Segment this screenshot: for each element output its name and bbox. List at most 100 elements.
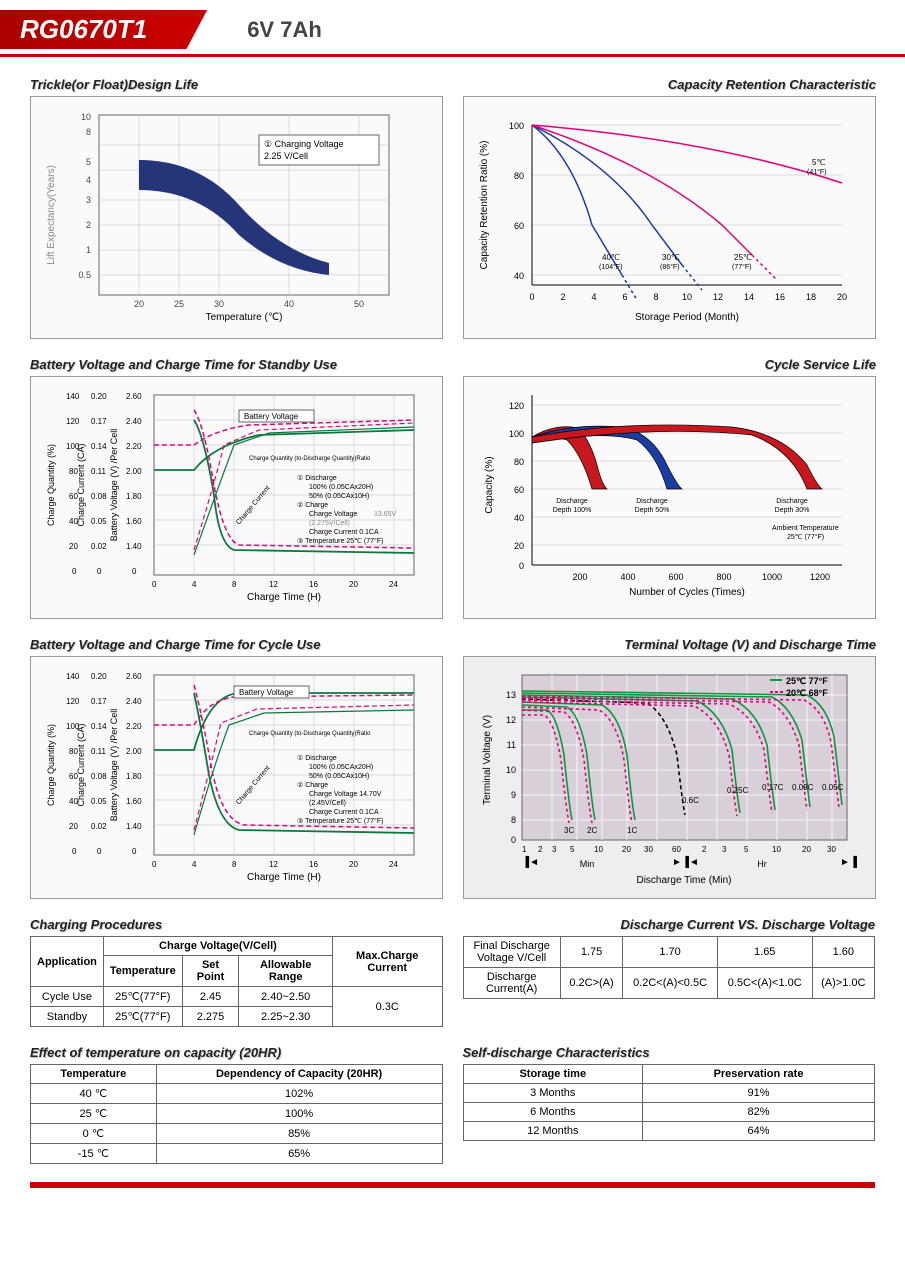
- svg-text:50% (0.05CAx10H): 50% (0.05CAx10H): [309, 773, 369, 780]
- svg-text:(41°F): (41°F): [807, 168, 827, 176]
- footer-bar: [30, 1182, 875, 1188]
- model-number: RG0670T1: [0, 10, 207, 49]
- svg-text:2.00: 2.00: [126, 747, 142, 756]
- svg-text:20: 20: [349, 860, 358, 869]
- svg-text:(104°F): (104°F): [599, 263, 622, 271]
- charging-procedures-table: ApplicationCharge Voltage(V/Cell)Max.Cha…: [30, 936, 443, 1027]
- svg-text:0.05: 0.05: [91, 797, 107, 806]
- chart5-title: Battery Voltage and Charge Time for Cycl…: [30, 637, 443, 652]
- svg-text:25℃ (77°F): 25℃ (77°F): [787, 533, 824, 541]
- svg-text:Battery Voltage: Battery Voltage: [244, 412, 299, 421]
- svg-text:3C: 3C: [564, 826, 574, 835]
- svg-text:Battery Voltage (V) /Per Cell: Battery Voltage (V) /Per Cell: [109, 709, 119, 822]
- svg-text:0.11: 0.11: [91, 747, 107, 756]
- svg-text:1000: 1000: [762, 572, 782, 582]
- svg-text:Hr: Hr: [757, 859, 767, 869]
- svg-text:4: 4: [591, 292, 596, 302]
- svg-text:800: 800: [716, 572, 731, 582]
- svg-text:120: 120: [66, 697, 80, 706]
- header: RG0670T1 6V 7Ah: [0, 10, 905, 49]
- svg-text:30: 30: [644, 845, 653, 854]
- svg-text:9: 9: [511, 790, 516, 800]
- svg-text:4: 4: [86, 175, 91, 185]
- svg-text:60: 60: [672, 845, 681, 854]
- svg-text:0.11: 0.11: [91, 467, 107, 476]
- svg-text:12: 12: [713, 292, 723, 302]
- svg-text:60: 60: [69, 492, 78, 501]
- table3-title: Effect of temperature on capacity (20HR): [30, 1045, 443, 1060]
- svg-text:40: 40: [284, 299, 294, 309]
- svg-text:3: 3: [86, 195, 91, 205]
- spec-text: 6V 7Ah: [247, 17, 322, 43]
- svg-text:0: 0: [72, 847, 77, 856]
- svg-text:Charge Current 0.1CA: Charge Current 0.1CA: [309, 529, 379, 536]
- svg-text:13: 13: [506, 690, 516, 700]
- svg-text:0.25C: 0.25C: [727, 786, 749, 795]
- svg-text:0.6C: 0.6C: [682, 796, 699, 805]
- svg-text:16: 16: [309, 580, 318, 589]
- svg-text:0: 0: [132, 567, 137, 576]
- svg-text:3: 3: [722, 845, 727, 854]
- svg-text:14: 14: [744, 292, 754, 302]
- svg-text:Discharge: Discharge: [776, 498, 808, 505]
- svg-text:0.08: 0.08: [91, 772, 107, 781]
- svg-text:0.02: 0.02: [91, 542, 107, 551]
- svg-text:2.60: 2.60: [126, 392, 142, 401]
- svg-text:Lift Expectancy(Years): Lift Expectancy(Years): [46, 165, 57, 265]
- svg-text:8: 8: [653, 292, 658, 302]
- table4-title: Self-discharge Characteristics: [463, 1045, 876, 1060]
- svg-text:12: 12: [269, 860, 278, 869]
- svg-text:0.05: 0.05: [91, 517, 107, 526]
- svg-text:10: 10: [594, 845, 603, 854]
- svg-text:Discharge Time (Min): Discharge Time (Min): [636, 875, 731, 886]
- svg-text:Capacity Retention Ratio (%): Capacity Retention Ratio (%): [479, 141, 490, 270]
- svg-text:Min: Min: [580, 859, 595, 869]
- svg-text:8: 8: [511, 815, 516, 825]
- svg-text:2.20: 2.20: [126, 722, 142, 731]
- svg-text:3: 3: [552, 845, 557, 854]
- chart3: Battery Voltage Charge Quantity (to-Disc…: [30, 376, 443, 619]
- chart4: DischargeDepth 100% DischargeDepth 50% D…: [463, 376, 876, 619]
- svg-text:24: 24: [389, 860, 398, 869]
- svg-text:20: 20: [622, 845, 631, 854]
- svg-text:② Charge: ② Charge: [297, 501, 328, 509]
- svg-text:80: 80: [69, 747, 78, 756]
- svg-text:2: 2: [86, 220, 91, 230]
- svg-text:Depth 100%: Depth 100%: [553, 507, 592, 514]
- svg-text:Charge Quantity (to-Discharge: Charge Quantity (to-Discharge Quantity)R…: [249, 456, 371, 462]
- svg-text:Charge Current (CA): Charge Current (CA): [76, 723, 86, 806]
- svg-text:1: 1: [522, 845, 527, 854]
- svg-text:① Discharge: ① Discharge: [297, 474, 337, 482]
- chart5: Battery Voltage Charge Quantity (to-Disc…: [30, 656, 443, 899]
- svg-text:2.60: 2.60: [126, 672, 142, 681]
- svg-text:Storage Period (Month): Storage Period (Month): [635, 312, 739, 323]
- svg-text:Charge Current (CA): Charge Current (CA): [76, 443, 86, 526]
- svg-text:Charge Quantity (%): Charge Quantity (%): [46, 724, 56, 806]
- svg-text:60: 60: [514, 485, 524, 495]
- svg-text:1.40: 1.40: [126, 542, 142, 551]
- svg-text:16: 16: [775, 292, 785, 302]
- svg-text:25℃ 77°F: 25℃ 77°F: [786, 676, 828, 686]
- svg-text:① Charging Voltage: ① Charging Voltage: [264, 139, 344, 149]
- svg-text:8: 8: [232, 860, 237, 869]
- svg-text:Ambient Temperature: Ambient Temperature: [772, 525, 839, 532]
- svg-text:8: 8: [232, 580, 237, 589]
- svg-text:0: 0: [511, 835, 516, 845]
- svg-text:600: 600: [668, 572, 683, 582]
- chart6-title: Terminal Voltage (V) and Discharge Time: [463, 637, 876, 652]
- svg-text:Capacity (%): Capacity (%): [484, 456, 495, 513]
- svg-text:0.05C: 0.05C: [822, 783, 844, 792]
- table2-title: Discharge Current VS. Discharge Voltage: [463, 917, 876, 932]
- svg-text:5: 5: [86, 157, 91, 167]
- svg-text:Discharge: Discharge: [636, 498, 668, 505]
- svg-text:100: 100: [509, 429, 524, 439]
- svg-text:1C: 1C: [627, 826, 637, 835]
- svg-text:0: 0: [519, 561, 524, 571]
- temp-capacity-table: TemperatureDependency of Capacity (20HR)…: [30, 1064, 443, 1164]
- svg-text:50: 50: [354, 299, 364, 309]
- svg-text:20: 20: [514, 541, 524, 551]
- svg-text:200: 200: [572, 572, 587, 582]
- svg-text:20: 20: [802, 845, 811, 854]
- svg-text:60: 60: [69, 772, 78, 781]
- svg-text:Battery Voltage (V) /Per Cell: Battery Voltage (V) /Per Cell: [109, 429, 119, 542]
